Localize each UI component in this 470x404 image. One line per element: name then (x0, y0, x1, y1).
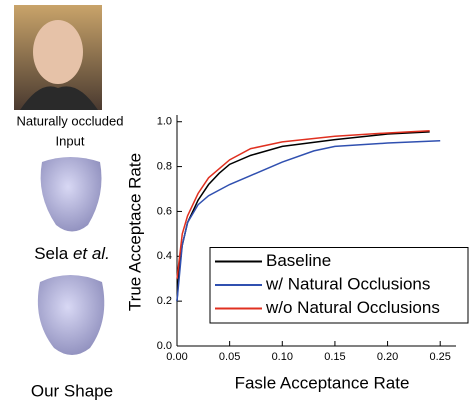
x-axis-label: Fasle Acceptance Rate (235, 373, 410, 392)
caption: Naturally occluded (17, 113, 124, 128)
method-label: Sela et al. (34, 244, 110, 263)
x-tick-label: 0.00 (166, 351, 187, 363)
input-photo (14, 5, 102, 110)
y-axis-label: True Acceptace Rate (125, 153, 144, 311)
series-line (176, 129, 430, 279)
y-tick-label: 0.4 (157, 250, 172, 262)
x-tick-label: 0.05 (219, 351, 240, 363)
legend-label: w/o Natural Occlusions (265, 298, 440, 317)
legend-label: w/ Natural Occlusions (265, 274, 430, 293)
series-line (176, 140, 441, 302)
method-suffix: et al. (73, 244, 110, 263)
method-name: Sela (34, 244, 69, 263)
caption: Input (56, 133, 85, 148)
y-tick-label: 1.0 (157, 116, 172, 128)
y-tick-label: 0.2 (157, 295, 172, 307)
x-tick-label: 0.25 (429, 351, 450, 363)
mesh-render (37, 275, 105, 355)
legend-label: Baseline (266, 251, 331, 270)
method-label: Our Shape (31, 381, 113, 400)
y-tick-label: 0.6 (157, 205, 172, 217)
mesh-render (40, 157, 102, 232)
x-tick-label: 0.20 (377, 351, 398, 363)
y-tick-label: 0.0 (157, 340, 172, 352)
x-tick-label: 0.10 (272, 351, 293, 363)
y-tick-label: 0.8 (157, 160, 172, 172)
x-tick-label: 0.15 (324, 351, 345, 363)
